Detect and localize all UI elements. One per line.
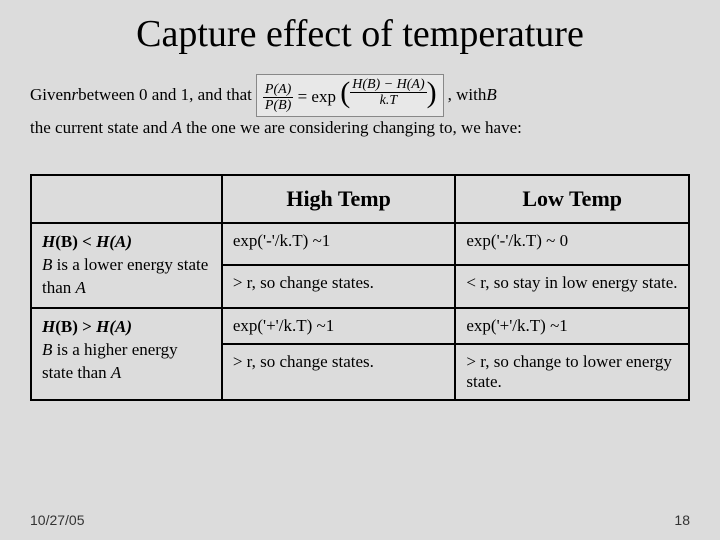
footer-page: 18 bbox=[674, 512, 690, 528]
footer: 10/27/05 18 bbox=[30, 512, 690, 528]
intro-text: Given r between 0 and 1, and that P(A) P… bbox=[30, 74, 690, 140]
row2-lt-a-text: exp('+'/k.T) ~1 bbox=[466, 316, 567, 335]
table-row: H(B) < H(A) B is a lower energy state th… bbox=[31, 223, 689, 265]
row1-lt-b: < r, so stay in low energy state. bbox=[455, 265, 689, 307]
formula: P(A) P(B) = exp ( H(B) − H(A) k.T ) bbox=[256, 74, 444, 117]
header-blank bbox=[31, 175, 222, 223]
row1-lt-b-text: < r, so stay in low energy state. bbox=[466, 273, 677, 292]
footer-date: 10/27/05 bbox=[30, 512, 85, 528]
row1-label: H(B) < H(A) B is a lower energy state th… bbox=[31, 223, 222, 308]
row2-ht-b-text: > r, so change states. bbox=[233, 352, 374, 371]
row2-cmp: > bbox=[78, 317, 96, 336]
row2-desc-A: A bbox=[111, 363, 121, 382]
header-high-temp: High Temp bbox=[222, 175, 456, 223]
intro-B: B bbox=[486, 84, 496, 107]
intro-post1: , with bbox=[448, 84, 487, 107]
intro-A: A bbox=[172, 118, 182, 137]
row1-HB-B: (B) bbox=[55, 232, 78, 251]
intro-mid1: between 0 and 1, and that bbox=[78, 84, 252, 107]
row2-ht-b: > r, so change states. bbox=[222, 344, 456, 400]
row2-desc: is a higher energy state than bbox=[42, 340, 178, 382]
row2-lt-a: exp('+'/k.T) ~1 bbox=[455, 308, 689, 344]
row1-desc-B: B bbox=[42, 255, 52, 274]
row2-HA: H(A) bbox=[96, 317, 132, 336]
row1-desc: is a lower energy state than bbox=[42, 255, 208, 297]
formula-rhs-den: k.T bbox=[378, 93, 400, 108]
row2-HB-B: (B) bbox=[55, 317, 78, 336]
row1-HB-H: H bbox=[42, 232, 55, 251]
page-title: Capture effect of temperature bbox=[30, 12, 690, 56]
lparen-icon: ( bbox=[340, 81, 350, 105]
formula-rhs-num: H(B) − H(A) bbox=[350, 77, 426, 93]
intro-pre: Given bbox=[30, 84, 72, 107]
formula-lhs: P(A) P(B) bbox=[263, 82, 293, 114]
table-header-row: High Temp Low Temp bbox=[31, 175, 689, 223]
intro-line2a: the current state and bbox=[30, 118, 172, 137]
row1-ht-b: > r, so change states. bbox=[222, 265, 456, 307]
row1-ht-a-text: exp('-'/k.T) ~1 bbox=[233, 231, 330, 250]
row2-HB-H: H bbox=[42, 317, 55, 336]
slide: Capture effect of temperature Given r be… bbox=[0, 0, 720, 540]
rparen-icon: ) bbox=[427, 81, 437, 105]
comparison-table: High Temp Low Temp H(B) < H(A) B is a lo… bbox=[30, 174, 690, 401]
row1-lt-a-text: exp('-'/k.T) ~ 0 bbox=[466, 231, 568, 250]
row1-ht-b-text: > r, so change states. bbox=[233, 273, 374, 292]
row2-ht-a: exp('+'/k.T) ~1 bbox=[222, 308, 456, 344]
row1-lt-a: exp('-'/k.T) ~ 0 bbox=[455, 223, 689, 265]
intro-line2b: the one we are considering changing to, … bbox=[182, 118, 522, 137]
intro-r: r bbox=[72, 84, 79, 107]
row2-desc-B: B bbox=[42, 340, 52, 359]
row2-ht-a-text: exp('+'/k.T) ~1 bbox=[233, 316, 334, 335]
header-low-temp: Low Temp bbox=[455, 175, 689, 223]
formula-rhs: ( H(B) − H(A) k.T ) bbox=[340, 77, 436, 109]
formula-lhs-den: P(B) bbox=[263, 98, 293, 113]
row2-lt-b-text: > r, so change to lower energy state. bbox=[466, 352, 671, 391]
row1-ht-a: exp('-'/k.T) ~1 bbox=[222, 223, 456, 265]
formula-eq: = exp bbox=[298, 87, 336, 106]
row2-lt-b: > r, so change to lower energy state. bbox=[455, 344, 689, 400]
row1-HA: H(A) bbox=[96, 232, 132, 251]
row2-label: H(B) > H(A) B is a higher energy state t… bbox=[31, 308, 222, 400]
row1-desc-A: A bbox=[76, 278, 86, 297]
table-row: H(B) > H(A) B is a higher energy state t… bbox=[31, 308, 689, 344]
row1-cmp: < bbox=[78, 232, 96, 251]
formula-lhs-num: P(A) bbox=[263, 82, 293, 98]
